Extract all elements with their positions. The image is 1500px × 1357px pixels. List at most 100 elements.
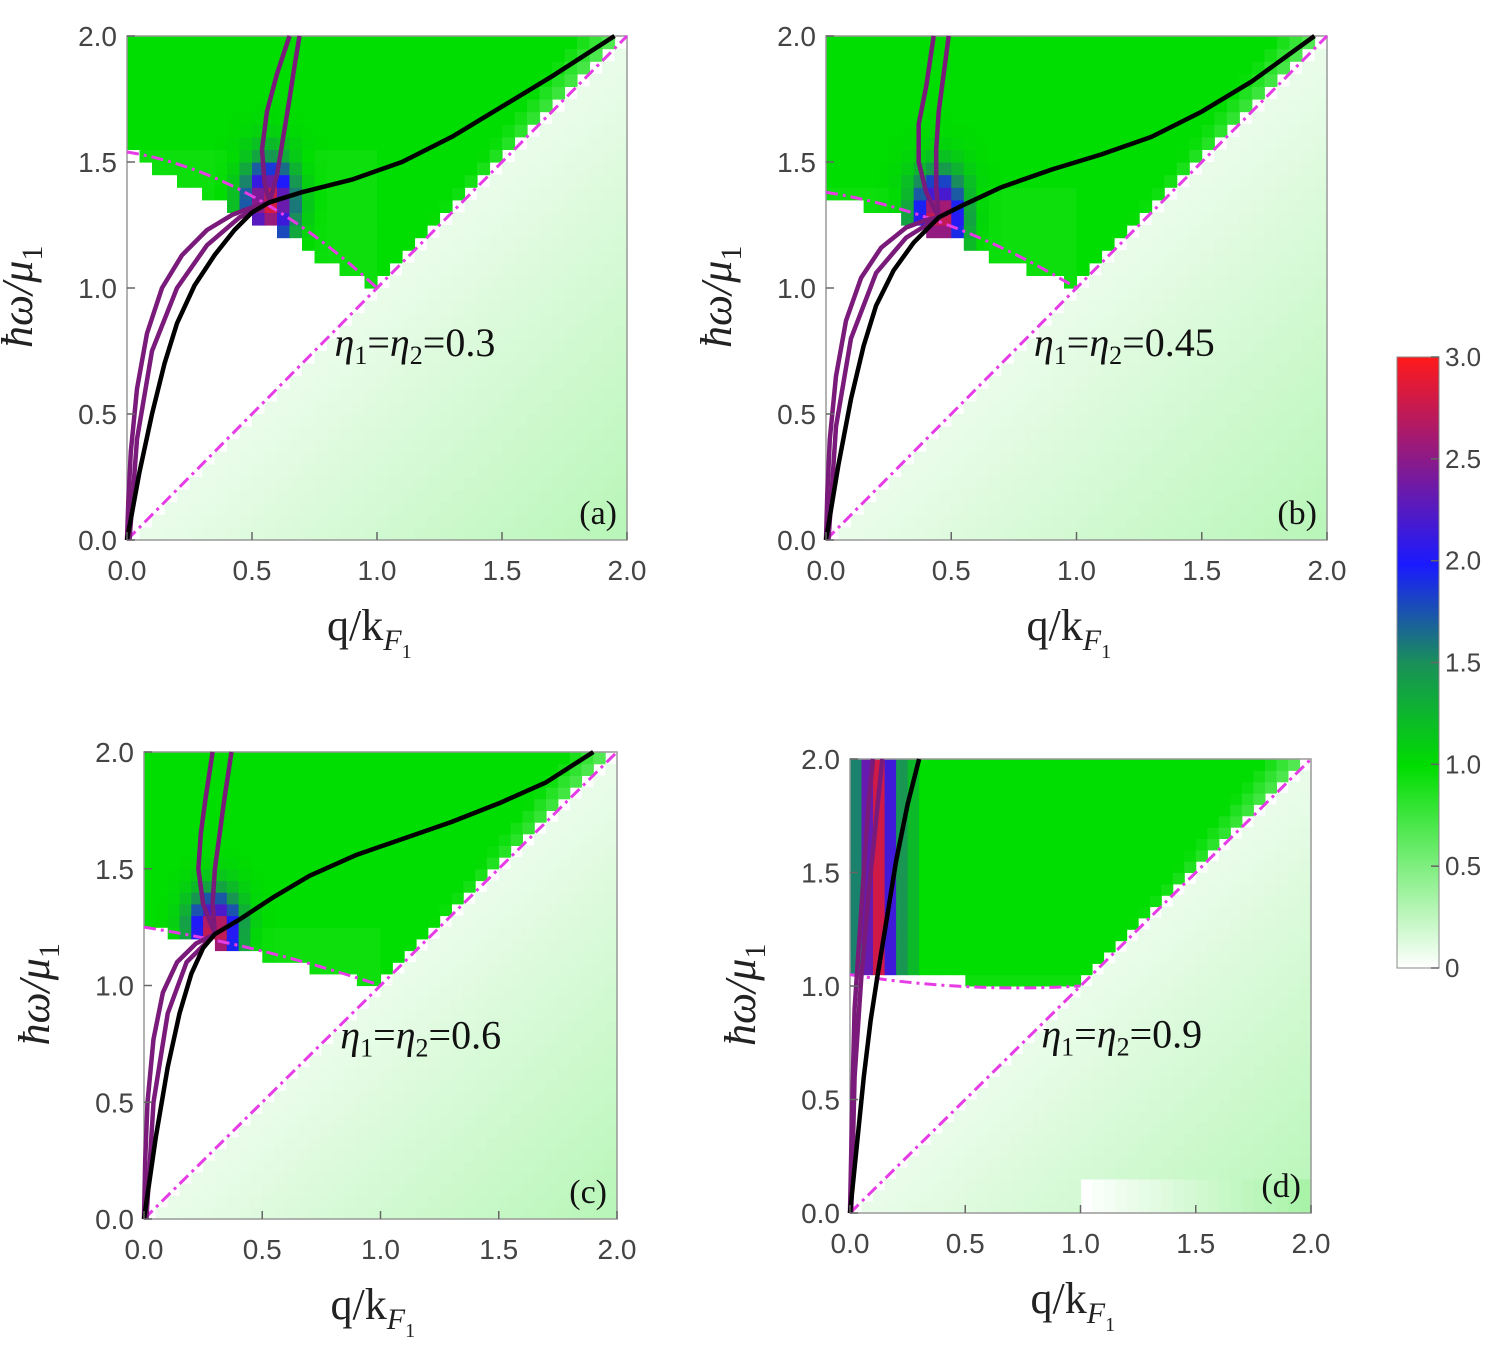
heatmap-cell (942, 861, 955, 873)
heatmap-cell (502, 363, 516, 377)
heatmap-cell (546, 1032, 559, 1045)
heatmap-cell (427, 325, 441, 339)
heatmap-cell (477, 250, 491, 264)
heatmap-cell (1114, 388, 1128, 402)
heatmap-cell (1251, 439, 1265, 453)
heatmap-cell (602, 401, 616, 415)
heatmap-cell (289, 464, 303, 478)
heatmap-cell (262, 1207, 275, 1220)
heatmap-cell (965, 759, 978, 771)
heatmap-cell (988, 1144, 1001, 1157)
heatmap-cell (888, 477, 902, 491)
heatmap-cell (1264, 162, 1278, 176)
heatmap-cell (534, 927, 547, 940)
heatmap-cell (514, 464, 528, 478)
heatmap-cell (1161, 1065, 1174, 1078)
heatmap-cell (309, 1172, 322, 1185)
heatmap-cell (1101, 111, 1115, 125)
heatmap-cell (926, 99, 940, 113)
heatmap-cell (238, 1137, 251, 1150)
heatmap-cell (510, 1125, 523, 1138)
heatmap-cell (1069, 997, 1082, 1010)
heatmap-cell (404, 857, 417, 870)
heatmap-cell (988, 414, 1002, 428)
heatmap-cell (1302, 477, 1316, 491)
heatmap-cell (1251, 376, 1265, 390)
heatmap-cell (534, 880, 547, 893)
heatmap-cell (262, 1102, 275, 1115)
heatmap-cell (976, 225, 990, 239)
heatmap-cell (1139, 363, 1153, 377)
heatmap-cell (464, 288, 478, 302)
heatmap-cell (1076, 477, 1090, 491)
heatmap-cell (1038, 477, 1052, 491)
heatmap-cell (888, 502, 902, 516)
heatmap-cell (1001, 527, 1015, 541)
heatmap-cell (339, 199, 353, 213)
heatmap-cell (1114, 401, 1128, 415)
heatmap-cell (1139, 514, 1153, 528)
heatmap-cell (416, 962, 429, 975)
heatmap-cell (264, 464, 278, 478)
heatmap-cell (1214, 313, 1228, 327)
heatmap-cell (546, 1043, 559, 1057)
heatmap-cell (1022, 1167, 1035, 1180)
heatmap-cell (863, 86, 877, 100)
heatmap-cell (489, 61, 503, 75)
heatmap-cell (1114, 36, 1128, 50)
heatmap-cell (988, 974, 1001, 987)
heatmap-cell (285, 752, 299, 765)
heatmap-cell (155, 833, 169, 846)
heatmap-cell (1276, 199, 1290, 213)
heatmap-cell (1011, 1201, 1024, 1214)
heatmap-cell (976, 1099, 989, 1112)
heatmap-cell (1264, 325, 1278, 339)
heatmap-cell (486, 857, 500, 870)
heatmap-cell (510, 1043, 523, 1057)
heatmap-cell (1126, 759, 1139, 771)
heatmap-cell (402, 111, 416, 125)
heatmap-cell (477, 225, 491, 239)
heatmap-cell (377, 313, 391, 327)
heatmap-cell (863, 36, 877, 50)
heatmap-cell (1114, 212, 1128, 226)
heatmap-cell (1195, 883, 1208, 896)
heatmap-cell (1126, 906, 1139, 919)
heatmap-cell (1092, 1099, 1105, 1112)
heatmap-cell (1176, 376, 1190, 390)
heatmap-cell (589, 111, 603, 125)
heatmap-cell (953, 770, 966, 783)
heatmap-cell (486, 1055, 500, 1068)
heatmap-cell (539, 514, 553, 528)
heatmap-cell (1251, 502, 1265, 516)
heatmap-cell (1114, 174, 1128, 188)
heatmap-cell (364, 401, 378, 415)
heatmap-cell (546, 1090, 559, 1103)
heatmap-cell (451, 1113, 464, 1127)
heatmap-cell (1126, 464, 1140, 478)
heatmap-cell (285, 1184, 299, 1197)
heatmap-cell (262, 938, 275, 952)
heatmap-cell (451, 927, 464, 940)
heatmap-cell (907, 849, 920, 862)
heatmap-cell (1089, 527, 1103, 541)
heatmap-cell (502, 376, 516, 390)
heatmap-cell (356, 1137, 370, 1150)
heatmap-cell (189, 136, 203, 150)
heatmap-cell (214, 99, 228, 113)
heatmap-cell (1161, 815, 1174, 828)
heatmap-cell (489, 288, 503, 302)
heatmap-cell (1011, 1144, 1024, 1157)
heatmap-cell (1151, 73, 1165, 87)
heatmap-cell (352, 502, 366, 516)
heatmap-cell (477, 376, 491, 390)
heatmap-cell (514, 61, 528, 75)
heatmap-cell (416, 845, 429, 858)
heatmap-cell (988, 514, 1002, 528)
heatmap-cell (464, 388, 478, 402)
heatmap-cell (352, 464, 366, 478)
heatmap-cell (876, 48, 890, 62)
heatmap-cell (1051, 199, 1065, 213)
heatmap-cell (976, 86, 990, 100)
heatmap-cell (1289, 288, 1303, 302)
